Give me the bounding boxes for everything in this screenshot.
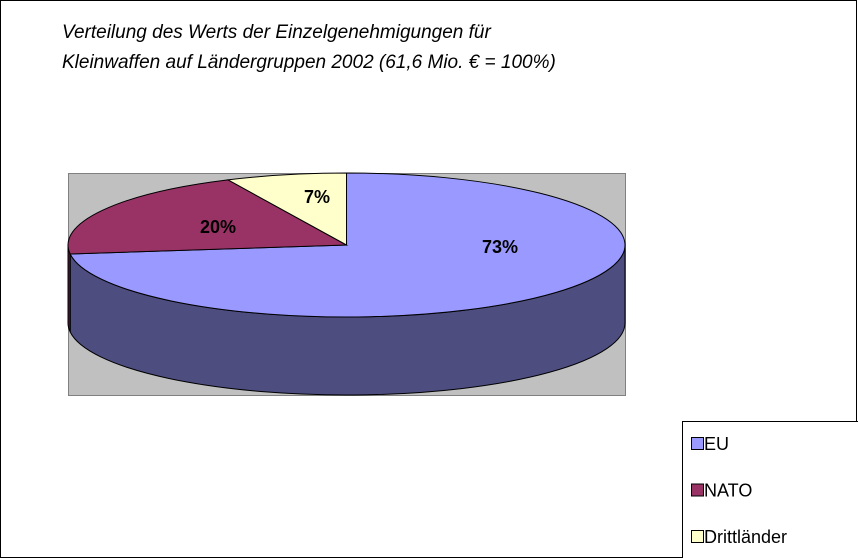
- data-label: 73%: [482, 237, 518, 257]
- data-label: 7%: [304, 187, 330, 207]
- chart-title: Verteilung des Werts der Einzelgenehmigu…: [62, 22, 491, 43]
- pie-slice: [226, 172, 347, 246]
- legend-label: Drittländer: [704, 527, 787, 547]
- legend-swatch: [691, 483, 704, 497]
- pie-side: [67, 244, 71, 333]
- data-label: 20%: [200, 217, 236, 237]
- pie-slice: [67, 179, 349, 255]
- pie-slice: [69, 172, 626, 318]
- legend-label: EU: [704, 434, 729, 454]
- legend-label: NATO: [704, 480, 752, 500]
- chart-title: Kleinwaffen auf Ländergruppen 2002 (61,6…: [62, 52, 556, 73]
- legend-swatch: [691, 530, 704, 543]
- legend: [682, 421, 858, 558]
- legend-swatch: [691, 437, 704, 450]
